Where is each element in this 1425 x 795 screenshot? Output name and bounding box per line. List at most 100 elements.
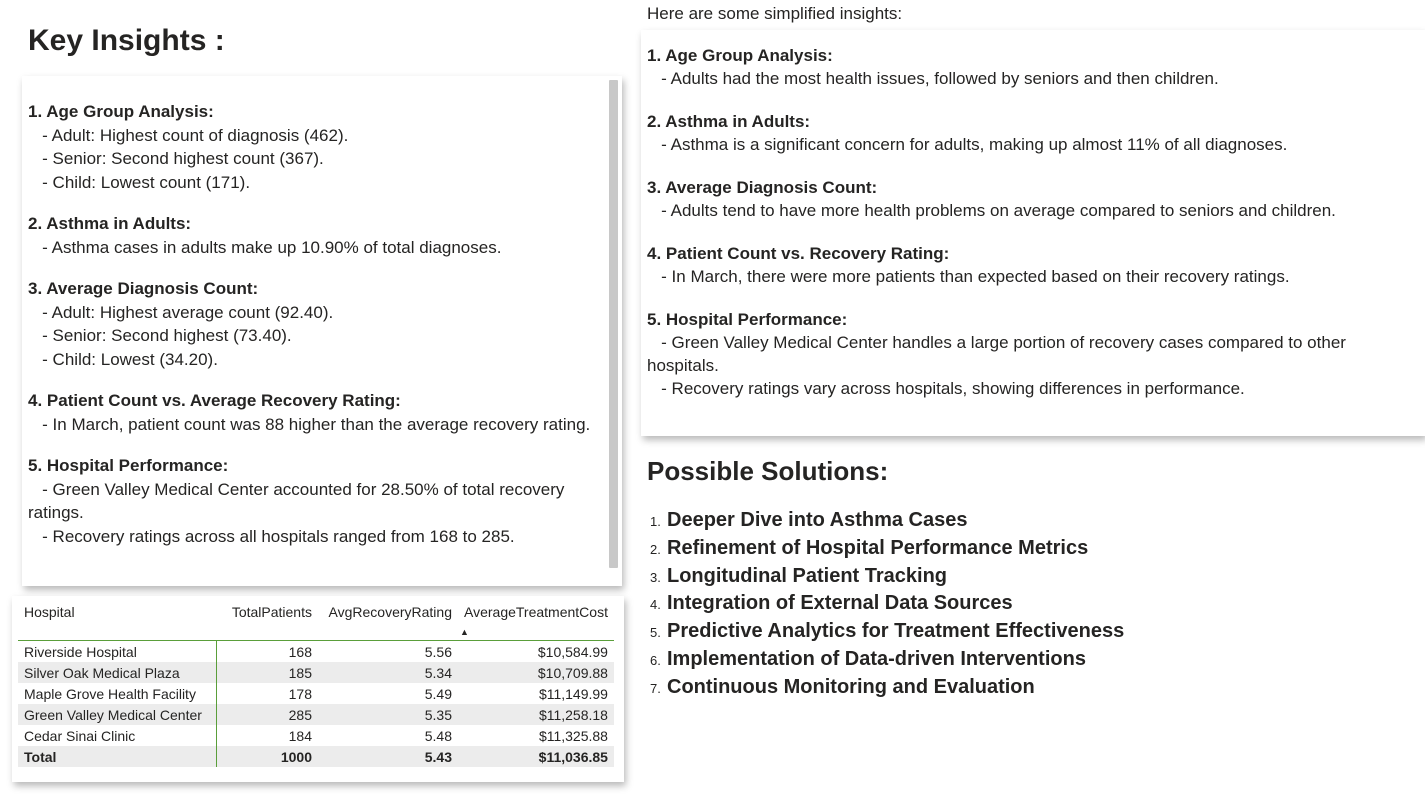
cell-total-patients: 168 <box>216 640 318 662</box>
solution-item: 3. Longitudinal Patient Tracking <box>650 565 1124 593</box>
page-title: Key Insights : <box>28 24 225 57</box>
simplified-section: 3. Average Diagnosis Count: - Adults ten… <box>647 176 1387 222</box>
simplified-heading: 4. Patient Count vs. Recovery Rating: <box>647 244 950 263</box>
solution-text: Deeper Dive into Asthma Cases <box>667 509 968 531</box>
column-header-hospital[interactable]: Hospital <box>24 604 75 620</box>
simplified-line: - In March, there were more patients tha… <box>647 267 1290 286</box>
insight-section: 3. Average Diagnosis Count: - Adult: Hig… <box>28 277 606 371</box>
cell-average-treatment-cost: $11,325.88 <box>538 727 608 744</box>
simplified-line: - Adults had the most health issues, fol… <box>647 69 1219 88</box>
simplified-section: 4. Patient Count vs. Recovery Rating: - … <box>647 242 1387 288</box>
solution-text: Predictive Analytics for Treatment Effec… <box>667 620 1125 643</box>
solution-number: 4. <box>650 597 661 613</box>
table-total-row: Total 1000 5.43 $11,036.85 <box>18 746 614 767</box>
simplified-line: - Asthma is a significant concern for ad… <box>647 135 1288 154</box>
simplified-heading: 5. Hospital Performance: <box>647 310 848 329</box>
solutions-title: Possible Solutions: <box>647 456 889 486</box>
simplified-insights-card: 1. Age Group Analysis: - Adults had the … <box>641 30 1425 436</box>
key-insights-text: 1. Age Group Analysis: - Adult: Highest … <box>28 100 606 566</box>
solution-item: 1. Deeper Dive into Asthma Cases <box>650 509 1124 537</box>
table-header-row: Hospital TotalPatients AvgRecoveryRating… <box>18 604 614 641</box>
solution-item: 2. Refinement of Hospital Performance Met… <box>650 537 1124 565</box>
hospital-table: Hospital TotalPatients AvgRecoveryRating… <box>18 604 614 767</box>
table-row[interactable]: Green Valley Medical Center 285 5.35 $11… <box>18 704 614 725</box>
insight-line: - Senior: Second highest count (367). <box>28 149 324 168</box>
insight-section: 5. Hospital Performance: - Green Valley … <box>28 454 606 548</box>
solutions-list: 1. Deeper Dive into Asthma Cases 2. Refine… <box>650 509 1124 704</box>
solution-number: 5. <box>650 625 661 641</box>
insight-heading: 5. Hospital Performance: <box>28 456 229 475</box>
solution-number: 7. <box>650 680 661 696</box>
column-header-average-treatment-cost[interactable]: AverageTreatmentCost ▲ <box>458 604 614 641</box>
cell-total-patients: 285 <box>216 704 318 725</box>
solution-item: 6. Implementation of Data-driven Interven… <box>650 648 1124 676</box>
simplified-line: - Green Valley Medical Center handles a … <box>647 333 1351 375</box>
table-row[interactable]: Maple Grove Health Facility 178 5.49 $11… <box>18 683 614 704</box>
table-row[interactable]: Riverside Hospital 168 5.56 $10,584.99 <box>18 640 614 662</box>
insight-line: - Adult: Highest average count (92.40). <box>28 302 334 322</box>
solution-text: Continuous Monitoring and Evaluation <box>667 675 1035 698</box>
insight-line: - In March, patient count was 88 higher … <box>28 414 591 434</box>
insight-line: - Senior: Second highest (73.40). <box>28 326 292 345</box>
insight-section: 4. Patient Count vs. Average Recovery Ra… <box>28 389 606 436</box>
cell-average-treatment-cost: $10,709.88 <box>458 662 614 683</box>
cell-hospital: Maple Grove Health Facility <box>18 683 217 704</box>
insight-heading: 2. Asthma in Adults: <box>28 214 192 233</box>
insight-heading: 3. Average Diagnosis Count: <box>28 279 259 298</box>
solution-text: Implementation of Data-driven Interventi… <box>667 647 1086 670</box>
cell-average-treatment-cost: $11,036.85 <box>458 746 614 767</box>
cell-avg-recovery-rating: 5.34 <box>318 662 458 683</box>
cell-total-patients: 1000 <box>216 746 318 767</box>
insight-section: 2. Asthma in Adults: - Asthma cases in a… <box>28 212 606 259</box>
cell-hospital: Green Valley Medical Center <box>18 704 217 725</box>
simplified-heading: 3. Average Diagnosis Count: <box>647 178 878 197</box>
cell-average-treatment-cost: $11,258.18 <box>458 704 614 725</box>
simplified-line: - Adults tend to have more health proble… <box>647 201 1336 220</box>
simplified-section: 1. Age Group Analysis: - Adults had the … <box>647 44 1387 90</box>
simplified-heading: 1. Age Group Analysis: <box>647 46 833 65</box>
hospital-table-card: Hospital TotalPatients AvgRecoveryRating… <box>12 596 624 782</box>
insight-heading: 4. Patient Count vs. Average Recovery Ra… <box>28 391 401 410</box>
solution-item: 5. Predictive Analytics for Treatment Eff… <box>650 620 1124 648</box>
insight-line: - Child: Lowest (34.20). <box>28 349 218 369</box>
insight-line: - Child: Lowest count (171). <box>28 172 251 192</box>
solution-number: 1. <box>650 514 661 529</box>
cell-average-treatment-cost: $10,584.99 <box>458 640 614 662</box>
solution-text: Refinement of Hospital Performance Metri… <box>667 536 1089 559</box>
insight-line: - Recovery ratings across all hospitals … <box>28 526 515 546</box>
insights-scrollbar[interactable] <box>609 80 618 568</box>
solution-text: Longitudinal Patient Tracking <box>667 564 948 587</box>
cell-total-patients: 184 <box>288 727 312 744</box>
solution-item: 7. Continuous Monitoring and Evaluation <box>650 676 1124 704</box>
insight-line: - Green Valley Medical Center accounted … <box>28 479 570 523</box>
cell-total-patients: 185 <box>216 662 318 683</box>
column-header-avg-recovery-rating[interactable]: AvgRecoveryRating <box>328 604 452 620</box>
table-row[interactable]: Cedar Sinai Clinic 184 5.48 $11,325.88 <box>18 725 614 746</box>
solution-number: 6. <box>650 652 661 668</box>
cell-hospital: Riverside Hospital <box>18 640 217 662</box>
cell-avg-recovery-rating: 5.35 <box>318 704 458 725</box>
cell-avg-recovery-rating: 5.43 <box>318 746 458 767</box>
simplified-intro: Here are some simplified insights: <box>647 4 903 23</box>
insight-heading: 1. Age Group Analysis: <box>28 102 214 121</box>
solution-number: 3. <box>650 569 661 585</box>
solution-text: Integration of External Data Sources <box>667 592 1013 615</box>
key-insights-card: 1. Age Group Analysis: - Adult: Highest … <box>22 76 622 586</box>
cell-hospital: Silver Oak Medical Plaza <box>18 662 217 683</box>
cell-average-treatment-cost: $11,149.99 <box>538 685 608 702</box>
solution-number: 2. <box>650 541 661 557</box>
table-row[interactable]: Silver Oak Medical Plaza 185 5.34 $10,70… <box>18 662 614 683</box>
simplified-insights-text: 1. Age Group Analysis: - Adults had the … <box>647 44 1387 420</box>
column-header-total-patients[interactable]: TotalPatients <box>231 604 312 620</box>
sort-ascending-icon[interactable]: ▲ <box>460 627 469 637</box>
cell-total-label: Total <box>18 746 217 767</box>
simplified-section: 5. Hospital Performance: - Green Valley … <box>647 308 1387 400</box>
cell-avg-recovery-rating: 5.48 <box>424 727 452 744</box>
simplified-heading: 2. Asthma in Adults: <box>647 112 811 131</box>
cell-avg-recovery-rating: 5.49 <box>424 685 452 702</box>
simplified-section: 2. Asthma in Adults: - Asthma is a signi… <box>647 110 1387 156</box>
simplified-line: - Recovery ratings vary across hospitals… <box>647 379 1245 398</box>
insight-line: - Asthma cases in adults make up 10.90% … <box>28 237 502 257</box>
column-header-label: AverageTreatmentCost <box>464 604 608 620</box>
insight-line: - Adult: Highest count of diagnosis (462… <box>28 125 349 145</box>
